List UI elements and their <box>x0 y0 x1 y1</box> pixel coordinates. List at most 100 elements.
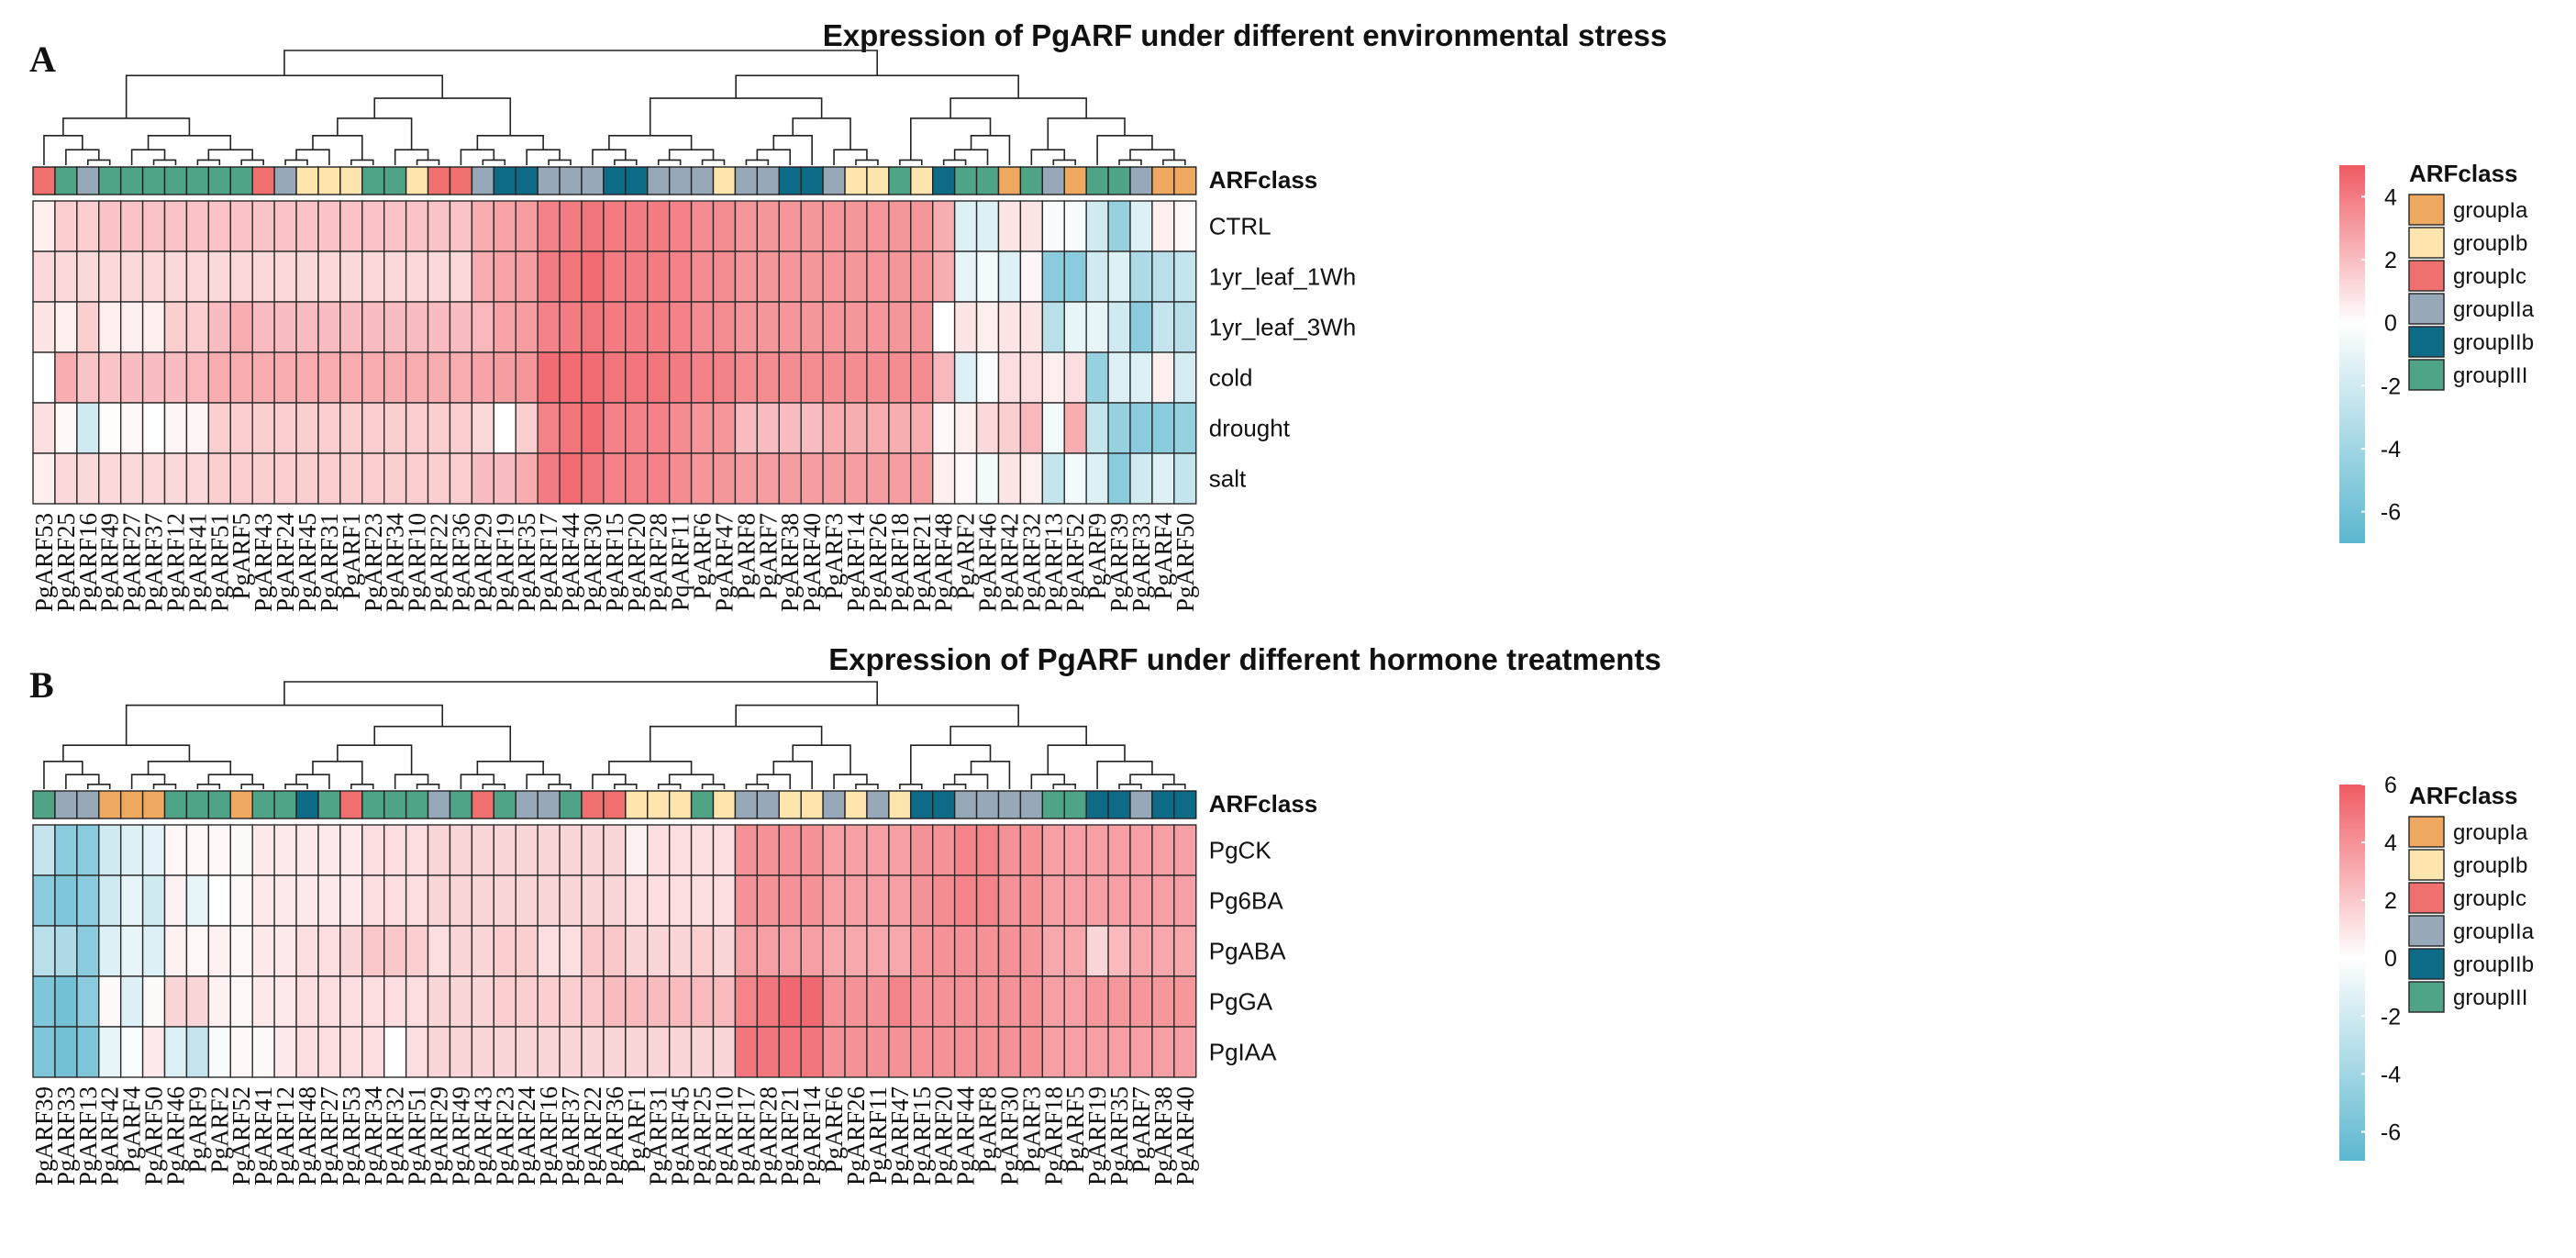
column-label-PgARF28: PgARF28 <box>645 513 672 612</box>
heatmap-cell-PgARF25-salt <box>54 452 78 505</box>
heatmap-cell-PgARF22-PgIAA <box>581 1026 605 1078</box>
heatmap-cell-PgARF45-drought <box>295 402 319 454</box>
annotation-cell-PgARF40 <box>1173 790 1197 819</box>
heatmap-cell-PgARF52-PgIAA <box>229 1026 253 1078</box>
heatmap-cell-PgARF15-PgIAA <box>910 1026 934 1078</box>
panel-a-heatmap: ARFclass CTRL 1yr_leaf_1Wh 1yr_leaf_3Whcold… <box>30 50 2535 612</box>
column-label-PgARF11: PgARF11 <box>864 1086 892 1185</box>
dendrogram-branch <box>735 74 1019 99</box>
heatmap-cell-PgARF10-Pg6BA <box>712 874 737 927</box>
column-label-PgARF27: PgARF27 <box>118 513 146 612</box>
heatmap-cell-PgARF51-drought <box>207 402 231 454</box>
dendrogram-branch <box>745 159 770 165</box>
heatmap-cell-PgARF3-cold <box>822 351 846 404</box>
dendrogram-branch <box>1162 159 1186 165</box>
annotation-cell-PgARF29 <box>427 790 451 819</box>
heatmap-cell-PgARF46-Pg6BA <box>163 874 188 927</box>
heatmap-cell-PgARF42-1yr_leaf_3Wh <box>997 301 1022 353</box>
heatmap-cell-PgARF20-cold <box>625 351 649 404</box>
heatmap-cell-PgARF8-salt <box>734 452 759 505</box>
annotation-cell-PgARF39 <box>32 790 56 819</box>
scale-tick-label: 4 <box>2384 184 2397 210</box>
column-label-PgARF30: PgARF30 <box>995 1086 1023 1186</box>
column-label-PgARF51: PgARF51 <box>205 513 233 612</box>
heatmap-cell-PgARF10-1yr_leaf_1Wh <box>405 250 429 303</box>
heatmap-cell-PgARF21-PgCK <box>778 824 802 876</box>
column-label-PgARF35: PgARF35 <box>513 513 540 612</box>
heatmap-cell-PgARF9-PgABA <box>185 925 210 977</box>
annotation-cell-PgARF5 <box>229 166 253 195</box>
heatmap-cell-PgARF8-PgIAA <box>975 1026 1000 1078</box>
annotation-cell-PgARF47 <box>712 166 737 195</box>
annotation-cell-PgARF26 <box>866 166 890 195</box>
heatmap-cell-PgARF2-PgGA <box>207 975 231 1028</box>
heatmap-cell-PgARF5-PgCK <box>1063 824 1087 876</box>
annotation-cell-PgARF49 <box>98 166 122 195</box>
heatmap-cell-PgARF28-1yr_leaf_1Wh <box>647 250 671 303</box>
heatmap-cell-PgARF29-1yr_leaf_1Wh <box>471 250 495 303</box>
annotation-cell-PgARF3 <box>822 166 846 195</box>
heatmap-cell-PgARF52-PgGA <box>229 975 253 1028</box>
heatmap-cell-PgARF44-1yr_leaf_3Wh <box>559 301 583 353</box>
annotation-cell-PgARF50 <box>1173 166 1197 195</box>
heatmap-cell-PgARF13-1yr_leaf_1Wh <box>1041 250 1065 303</box>
heatmap-cell-PgARF13-salt <box>1041 452 1065 505</box>
heatmap-cell-PgARF36-cold <box>449 351 473 404</box>
heatmap-cell-PgARF24-1yr_leaf_1Wh <box>273 250 297 303</box>
heatmap-cell-PgARF11-Pg6BA <box>866 874 890 927</box>
annotation-cell-PgARF11 <box>866 790 890 819</box>
heatmap-cell-PgARF17-salt <box>537 452 561 505</box>
heatmap-cell-PgARF46-PgIAA <box>163 1026 188 1078</box>
heatmap-cell-PgARF47-1yr_leaf_3Wh <box>712 301 737 353</box>
heatmap-cell-PgARF31-1yr_leaf_3Wh <box>317 301 341 353</box>
dendrogram-branch <box>1118 159 1142 165</box>
row-label-cold: cold <box>1209 364 1253 392</box>
column-label-PgARF30: PgARF30 <box>579 513 606 612</box>
heatmap-cell-PgARF47-PgABA <box>888 925 912 977</box>
column-label-PgARF9: PgARF9 <box>1083 513 1111 600</box>
heatmap-cell-PgARF17-PgGA <box>734 975 759 1028</box>
heatmap-cell-PgARF15-CTRL <box>603 200 627 252</box>
heatmap-cell-PgARF16-drought <box>76 402 100 454</box>
heatmap-cell-PgARF45-1yr_leaf_3Wh <box>295 301 319 353</box>
panel-b-label: B <box>29 664 54 706</box>
column-label-PgARF21: PgARF21 <box>908 513 936 612</box>
dendrogram-branch <box>942 784 967 789</box>
heatmap-cell-PgARF24-PgCK <box>515 824 539 876</box>
heatmap-cell-PgARF48-salt <box>932 452 956 505</box>
heatmap-cell-PgARF29-PgIAA <box>427 1026 451 1078</box>
heatmap-cell-PgARF17-PgCK <box>734 824 759 876</box>
heatmap-cell-PgARF2-PgABA <box>207 925 231 977</box>
annotation-cell-PgARF44 <box>953 790 978 819</box>
heatmap-cell-PgARF13-CTRL <box>1041 200 1065 252</box>
heatmap-cell-PgARF42-CTRL <box>997 200 1022 252</box>
heatmap-cell-PgARF29-Pg6BA <box>427 874 451 927</box>
column-label-PgARF25: PgARF25 <box>689 1086 716 1186</box>
heatmap-cell-PgARF15-PgCK <box>910 824 934 876</box>
heatmap-cell-PgARF12-salt <box>163 452 188 505</box>
heatmap-cell-PgARF14-PgABA <box>800 925 824 977</box>
heatmap-cell-PgARF27-salt <box>119 452 144 505</box>
heatmap-cell-PgARF48-PgIAA <box>295 1026 319 1078</box>
heatmap-cell-PgARF16-PgIAA <box>537 1026 561 1078</box>
heatmap-cell-PgARF20-PgIAA <box>932 1026 956 1078</box>
heatmap-cell-PgARF1-PgIAA <box>625 1026 649 1078</box>
dendrogram-branch <box>130 149 166 165</box>
heatmap-cell-PgARF15-drought <box>603 402 627 454</box>
legend-swatch-groupIc <box>2408 260 2445 292</box>
heatmap-cell-PgARF37-1yr_leaf_3Wh <box>141 301 166 353</box>
heatmap-cell-PgARF8-PgCK <box>975 824 1000 876</box>
column-label-PgARF20: PgARF20 <box>930 1086 958 1186</box>
heatmap-cell-PgARF9-PgIAA <box>185 1026 210 1078</box>
column-label-PgARF16: PgARF16 <box>535 1086 562 1186</box>
annotation-cell-PgARF13 <box>1041 166 1065 195</box>
heatmap-cell-PgARF15-salt <box>603 452 627 505</box>
column-label-PgARF41: PgARF41 <box>183 513 211 612</box>
heatmap-cell-PgARF41-PgCK <box>251 824 275 876</box>
dendrogram-branch <box>1047 744 1126 775</box>
column-label-PgARF47: PgARF47 <box>886 1086 914 1186</box>
heatmap-cell-PgARF16-PgCK <box>537 824 561 876</box>
panel-a-label: A <box>29 39 56 80</box>
dendrogram-branch <box>745 784 770 789</box>
heatmap-cell-PgARF33-cold <box>1129 351 1153 404</box>
